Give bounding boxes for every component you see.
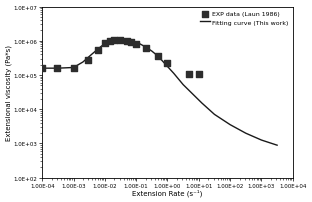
EXP data (Laun 1986)	[117, 39, 122, 42]
Fitting curve (This work)	[275, 144, 279, 147]
Fitting curve (This work)	[260, 139, 263, 142]
EXP data (Laun 1986)	[187, 73, 192, 76]
Fitting curve (This work)	[100, 45, 104, 48]
Fitting curve (This work)	[40, 68, 44, 70]
Fitting curve (This work)	[212, 114, 216, 116]
Fitting curve (This work)	[200, 102, 204, 105]
X-axis label: Extension Rate (s⁻¹): Extension Rate (s⁻¹)	[132, 189, 203, 197]
Legend: EXP data (Laun 1986), Fitting curve (This work): EXP data (Laun 1986), Fitting curve (Thi…	[199, 11, 290, 27]
Fitting curve (This work)	[112, 40, 116, 43]
EXP data (Laun 1986)	[165, 62, 170, 66]
Line: Fitting curve (This work): Fitting curve (This work)	[42, 41, 277, 145]
EXP data (Laun 1986)	[143, 47, 148, 51]
EXP data (Laun 1986)	[196, 73, 201, 77]
EXP data (Laun 1986)	[134, 43, 139, 46]
Fitting curve (This work)	[156, 56, 160, 58]
Fitting curve (This work)	[81, 61, 85, 64]
EXP data (Laun 1986)	[124, 40, 129, 43]
Fitting curve (This work)	[106, 42, 110, 44]
Fitting curve (This work)	[191, 93, 194, 96]
Fitting curve (This work)	[131, 41, 135, 43]
Fitting curve (This work)	[119, 40, 122, 42]
Fitting curve (This work)	[244, 132, 248, 135]
Fitting curve (This work)	[125, 40, 129, 42]
Fitting curve (This work)	[137, 43, 141, 45]
Y-axis label: Extensional viscosity (Pa*s): Extensional viscosity (Pa*s)	[6, 45, 12, 140]
Fitting curve (This work)	[172, 73, 176, 75]
EXP data (Laun 1986)	[55, 67, 60, 70]
EXP data (Laun 1986)	[86, 59, 91, 62]
EXP data (Laun 1986)	[112, 39, 117, 42]
Fitting curve (This work)	[150, 50, 154, 53]
Fitting curve (This work)	[144, 46, 147, 49]
EXP data (Laun 1986)	[95, 49, 100, 52]
EXP data (Laun 1986)	[129, 41, 134, 44]
EXP data (Laun 1986)	[40, 67, 45, 70]
EXP data (Laun 1986)	[102, 42, 107, 46]
Fitting curve (This work)	[163, 62, 166, 65]
Fitting curve (This work)	[181, 84, 185, 86]
Fitting curve (This work)	[56, 68, 60, 70]
EXP data (Laun 1986)	[108, 40, 113, 43]
EXP data (Laun 1986)	[71, 67, 76, 70]
Fitting curve (This work)	[90, 53, 94, 56]
Fitting curve (This work)	[72, 67, 76, 69]
EXP data (Laun 1986)	[156, 56, 161, 59]
Fitting curve (This work)	[228, 124, 232, 126]
